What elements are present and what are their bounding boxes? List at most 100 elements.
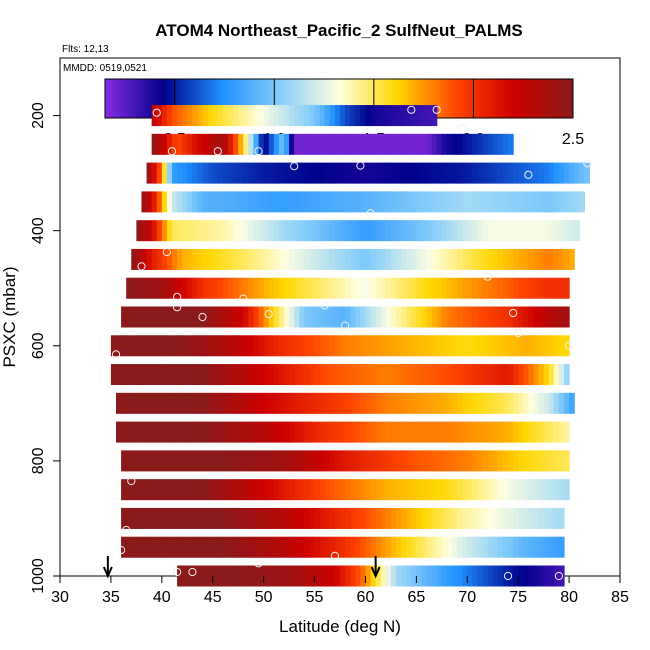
heatmap-cell [146,421,153,443]
heatmap-cell [334,335,341,357]
heatmap-cell [228,133,234,155]
heatmap-cell [370,364,377,386]
heatmap-cell [278,133,285,155]
heatmap-cell [360,105,367,127]
heatmap-cell [375,105,382,127]
heatmap-cell [431,306,438,328]
heatmap-cell [411,191,417,213]
heatmap-cell [472,392,479,414]
heatmap-cell [411,133,417,155]
heatmap-cell [340,364,346,386]
heatmap-cell [497,392,504,414]
heatmap-cell [548,248,555,270]
heatmap-cell [263,392,270,414]
heatmap-cell [482,277,489,299]
heatmap-cell [360,306,367,328]
x-tick-label: 50 [255,589,273,606]
heatmap-cell [131,364,137,386]
heatmap-cell [467,335,473,357]
heatmap-cell [375,479,382,501]
heatmap-cell [421,191,428,213]
heatmap-cell [472,450,479,472]
heatmap-cell [248,364,255,386]
heatmap-cell [172,191,178,213]
heatmap-cell [472,507,479,529]
heatmap-cell [543,392,550,414]
heatmap-cell [401,306,407,328]
heatmap-cell [446,507,453,529]
heatmap-cell [538,220,545,242]
heatmap-cell [284,335,290,357]
heatmap-cell [121,479,127,501]
heatmap-cell [197,450,204,472]
heatmap-cell [538,536,545,558]
heatmap-cell [217,479,224,501]
heatmap-cell [513,335,519,357]
heatmap-cell [243,364,249,386]
heatmap-cell [284,565,290,587]
heatmap-cell [207,421,214,443]
heatmap-cell [253,507,260,529]
heatmap-cell [222,392,229,414]
x-tick-label: 70 [458,589,476,606]
heatmap-cell [360,421,367,443]
heatmap-cell [212,565,219,587]
heatmap-cell [233,306,239,328]
heatmap-cell [273,364,280,386]
heatmap-cell [390,536,397,558]
heatmap-cell [502,220,509,242]
heatmap-cell [238,335,244,357]
heatmap-cell [233,479,239,501]
heatmap-cell [360,565,367,587]
heatmap-cell [538,277,545,299]
heatmap-cell [299,306,305,328]
heatmap-cell [431,133,438,155]
heatmap-cell [177,220,183,242]
heatmap-cell [477,220,484,242]
heatmap-cell [172,306,178,328]
heatmap-cell [380,450,387,472]
heatmap-cell [513,277,519,299]
heatmap-cell [329,277,336,299]
heatmap-cell [548,306,555,328]
heatmap-cell [416,306,423,328]
heatmap-cell [508,133,514,155]
heatmap-cell [426,162,433,184]
heatmap-cell [462,364,468,386]
heatmap-cell [426,479,433,501]
heatmap-cell [126,277,132,299]
heatmap-cell [441,248,448,270]
heatmap-cell [207,479,214,501]
heatmap-cell [457,248,463,270]
heatmap-cell [233,248,239,270]
heatmap-cell [441,191,448,213]
heatmap-cell [166,133,173,155]
heatmap-cell [401,105,407,127]
heatmap-cell [482,162,489,184]
heatmap-cell [543,220,550,242]
heatmap-cell [172,105,178,127]
heatmap-cell [136,220,143,242]
heatmap-cell [304,479,311,501]
heatmap-cell [446,479,453,501]
heatmap-cell [294,191,300,213]
heatmap-cell [248,335,255,357]
heatmap-cell [441,450,448,472]
heatmap-cell [508,191,514,213]
heatmap-cell [131,507,137,529]
heatmap-cell [192,536,199,558]
heatmap-cell [273,335,280,357]
heatmap-cell [233,277,239,299]
heatmap-cell [212,450,219,472]
heatmap-cell [513,450,519,472]
heatmap-cell [416,335,423,357]
heatmap-cell [248,421,255,443]
heatmap-cell [523,479,529,501]
heatmap-cell [441,335,448,357]
heatmap-cell [426,507,433,529]
heatmap-cell [396,162,402,184]
heatmap-cell [238,507,244,529]
heatmap-cell [497,306,504,328]
heatmap-cell [141,191,148,213]
